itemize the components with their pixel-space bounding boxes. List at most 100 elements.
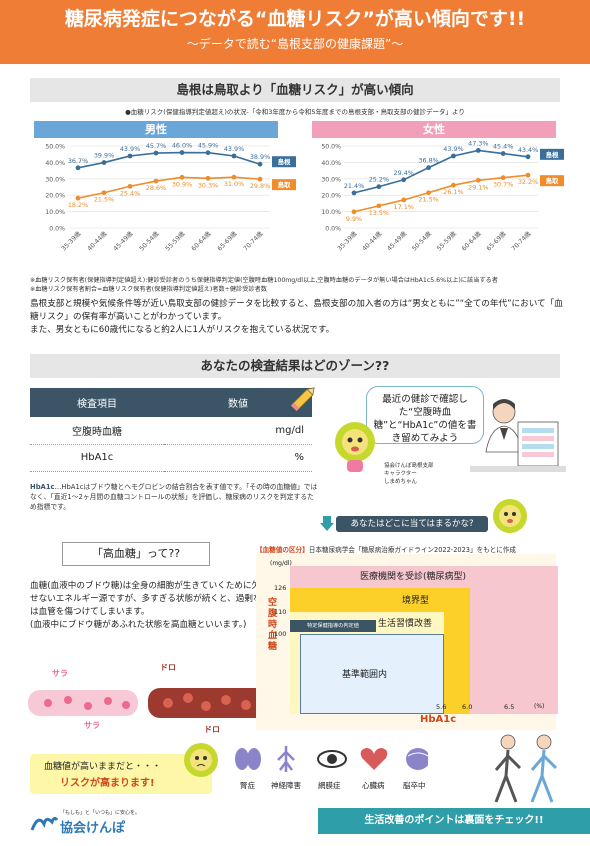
hba1c-unit: %	[164, 444, 312, 472]
male-point	[153, 178, 159, 184]
male-series-tag-bg	[272, 156, 296, 168]
male-data-label: 43.9%	[120, 145, 140, 153]
zone-label-normal: 基準範囲内	[342, 670, 388, 680]
zone-label-guidance: 特定保健指導の判定値	[307, 623, 359, 629]
table-header-value: 数値	[164, 388, 312, 417]
female-point	[525, 154, 531, 160]
male-data-label: 25.4%	[120, 189, 140, 197]
female-point	[376, 184, 382, 190]
blood-vessel-illustration	[28, 688, 272, 718]
zone-y-label: 空腹時血糖	[268, 598, 278, 652]
female-data-label: 26.1%	[443, 188, 463, 196]
high-glucose-paragraph: 血糖(血液中のブドウ糖)は全身の細胞が生きていくために欠かせないエネルギー源です…	[30, 580, 272, 632]
female-y-tick: 30.0%	[321, 176, 341, 183]
male-data-label: 45.7%	[146, 142, 166, 150]
male-data-label: 46.0%	[172, 142, 192, 150]
zone-label-lifestyle: 生活習慣改善	[378, 619, 433, 629]
summary-paragraph-2: また、男女ともに60歳代になると約2人に1人がリスクを抱えている状況です。	[30, 325, 335, 335]
male-x-tick: 65-69歳	[216, 230, 239, 253]
female-data-label: 30.7%	[493, 181, 513, 189]
male-data-label: 38.9%	[250, 153, 270, 161]
male-y-tick: 50.0%	[45, 144, 65, 151]
mascot-thinking-icon	[493, 499, 527, 533]
mascot-caption-line1: 協会けんぽ島根支部	[384, 463, 434, 469]
doro-label-2: ドロ	[204, 725, 220, 734]
male-x-tick: 55-59歳	[164, 230, 187, 253]
pencil-icon	[290, 387, 315, 412]
male-x-tick: 40-44歳	[86, 230, 109, 253]
female-data-label: 29.4%	[394, 169, 414, 177]
brain-icon	[406, 748, 428, 770]
high-glucose-note: (血液中にブドウ糖があふれた状態を高血糖といいます。)	[30, 620, 247, 630]
male-data-label: 18.2%	[68, 201, 88, 209]
back-side-cta: 生活改善のポイントは裏面をチェック!!	[318, 808, 590, 834]
male-x-tick: 45-49歳	[112, 230, 135, 253]
mascot-caption: 協会けんぽ島根支部 キャラクター しまめちゃん	[384, 462, 434, 486]
male-line-shimane	[77, 151, 261, 169]
female-x-tick: 65-69歳	[485, 230, 508, 253]
female-point	[475, 148, 481, 153]
male-y-tick: 40.0%	[45, 160, 65, 167]
male-data-label: 45.9%	[198, 142, 218, 150]
male-line-tottori	[77, 176, 261, 199]
female-y-tick: 40.0%	[321, 160, 341, 167]
heart-icon	[360, 748, 388, 770]
male-y-tick: 0.0%	[49, 226, 65, 233]
doro-label: ドロ	[160, 663, 176, 672]
male-y-tick: 20.0%	[45, 193, 65, 200]
zone-y-tick-126: 126	[274, 584, 287, 592]
hba1c-explanation: HbA1c…HbA1cはブドウ糖とヘモグロビンの結合割合を表す値です。「その時の…	[30, 482, 320, 512]
male-point	[231, 153, 237, 159]
female-point	[500, 151, 506, 156]
complication-nerve: 神経障害	[271, 781, 301, 790]
zone-y-tick-110: 110	[274, 608, 287, 616]
zone-x-label: HbA1c	[420, 714, 457, 725]
note-definition: ※血糖リスク保有者(保健指導判定値超え):健診受診者のうち保健指導判定値(空腹時…	[30, 277, 498, 284]
male-y-tick: 30.0%	[45, 176, 65, 183]
female-y-tick: 50.0%	[321, 144, 341, 151]
zone-guidance-badge	[290, 620, 376, 632]
walking-people-illustration	[494, 734, 558, 803]
male-x-tick: 70-74歳	[242, 230, 265, 253]
female-point	[500, 175, 506, 181]
logo-tagline: 「もしも」と「いつも」に安心を。	[60, 810, 141, 816]
male-data-label: 30.9%	[172, 180, 192, 188]
female-x-tick: 35-39歳	[336, 230, 359, 253]
section2-title: あなたの検査結果はどのゾーン??	[30, 354, 560, 378]
male-series-tag: 島根	[278, 157, 291, 166]
female-x-tick: 50-54歳	[410, 230, 433, 253]
female-data-label: 36.8%	[418, 157, 438, 165]
eye-icon	[317, 750, 347, 768]
male-data-label: 39.9%	[94, 152, 114, 160]
female-point	[525, 172, 531, 178]
male-point	[231, 174, 237, 180]
table-row: 空腹時血糖 mg/dl	[30, 417, 312, 445]
zone-label-diabetic: 医療機関を受診(糖尿病型)	[360, 572, 467, 582]
female-data-label: 21.5%	[418, 196, 438, 204]
zone-normal	[300, 634, 444, 714]
female-point	[401, 177, 407, 183]
summary-paragraph: 島根支部と規模や気候条件等が近い鳥取支部の健診データを比較すると、島根支部の加入…	[30, 299, 563, 322]
male-data-label: 29.8%	[250, 182, 270, 190]
note-ratio: ※血糖リスク保有者割合=血糖リスク保有者(保健指導判定値超え)者数÷健診受診者数	[30, 286, 267, 293]
page-subtitle: ～データで読む“島根支部の健康課題”～	[186, 37, 404, 51]
male-point	[153, 150, 159, 156]
male-point	[75, 195, 81, 201]
male-point	[101, 160, 107, 165]
female-x-tick: 45-49歳	[385, 230, 408, 253]
hba1c-label: HbA1c	[30, 444, 164, 472]
female-data-label: 43.9%	[443, 145, 463, 153]
zone-y-unit: (mg/dl)	[270, 560, 292, 567]
female-data-label: 45.4%	[493, 143, 513, 151]
female-series-tag: 鳥取	[546, 176, 559, 185]
male-data-label: 28.6%	[146, 184, 166, 192]
female-y-tick: 20.0%	[321, 193, 341, 200]
table-header-item: 検査項目	[30, 388, 164, 417]
arrow-down-icon	[320, 516, 334, 531]
female-data-label: 25.2%	[369, 176, 389, 184]
male-point	[127, 183, 133, 189]
female-y-tick: 0.0%	[325, 226, 341, 233]
complication-eye: 網膜症	[318, 781, 341, 790]
male-series-tag: 鳥取	[278, 180, 291, 189]
zone-x-tick-6-5: 6.5	[504, 703, 515, 711]
